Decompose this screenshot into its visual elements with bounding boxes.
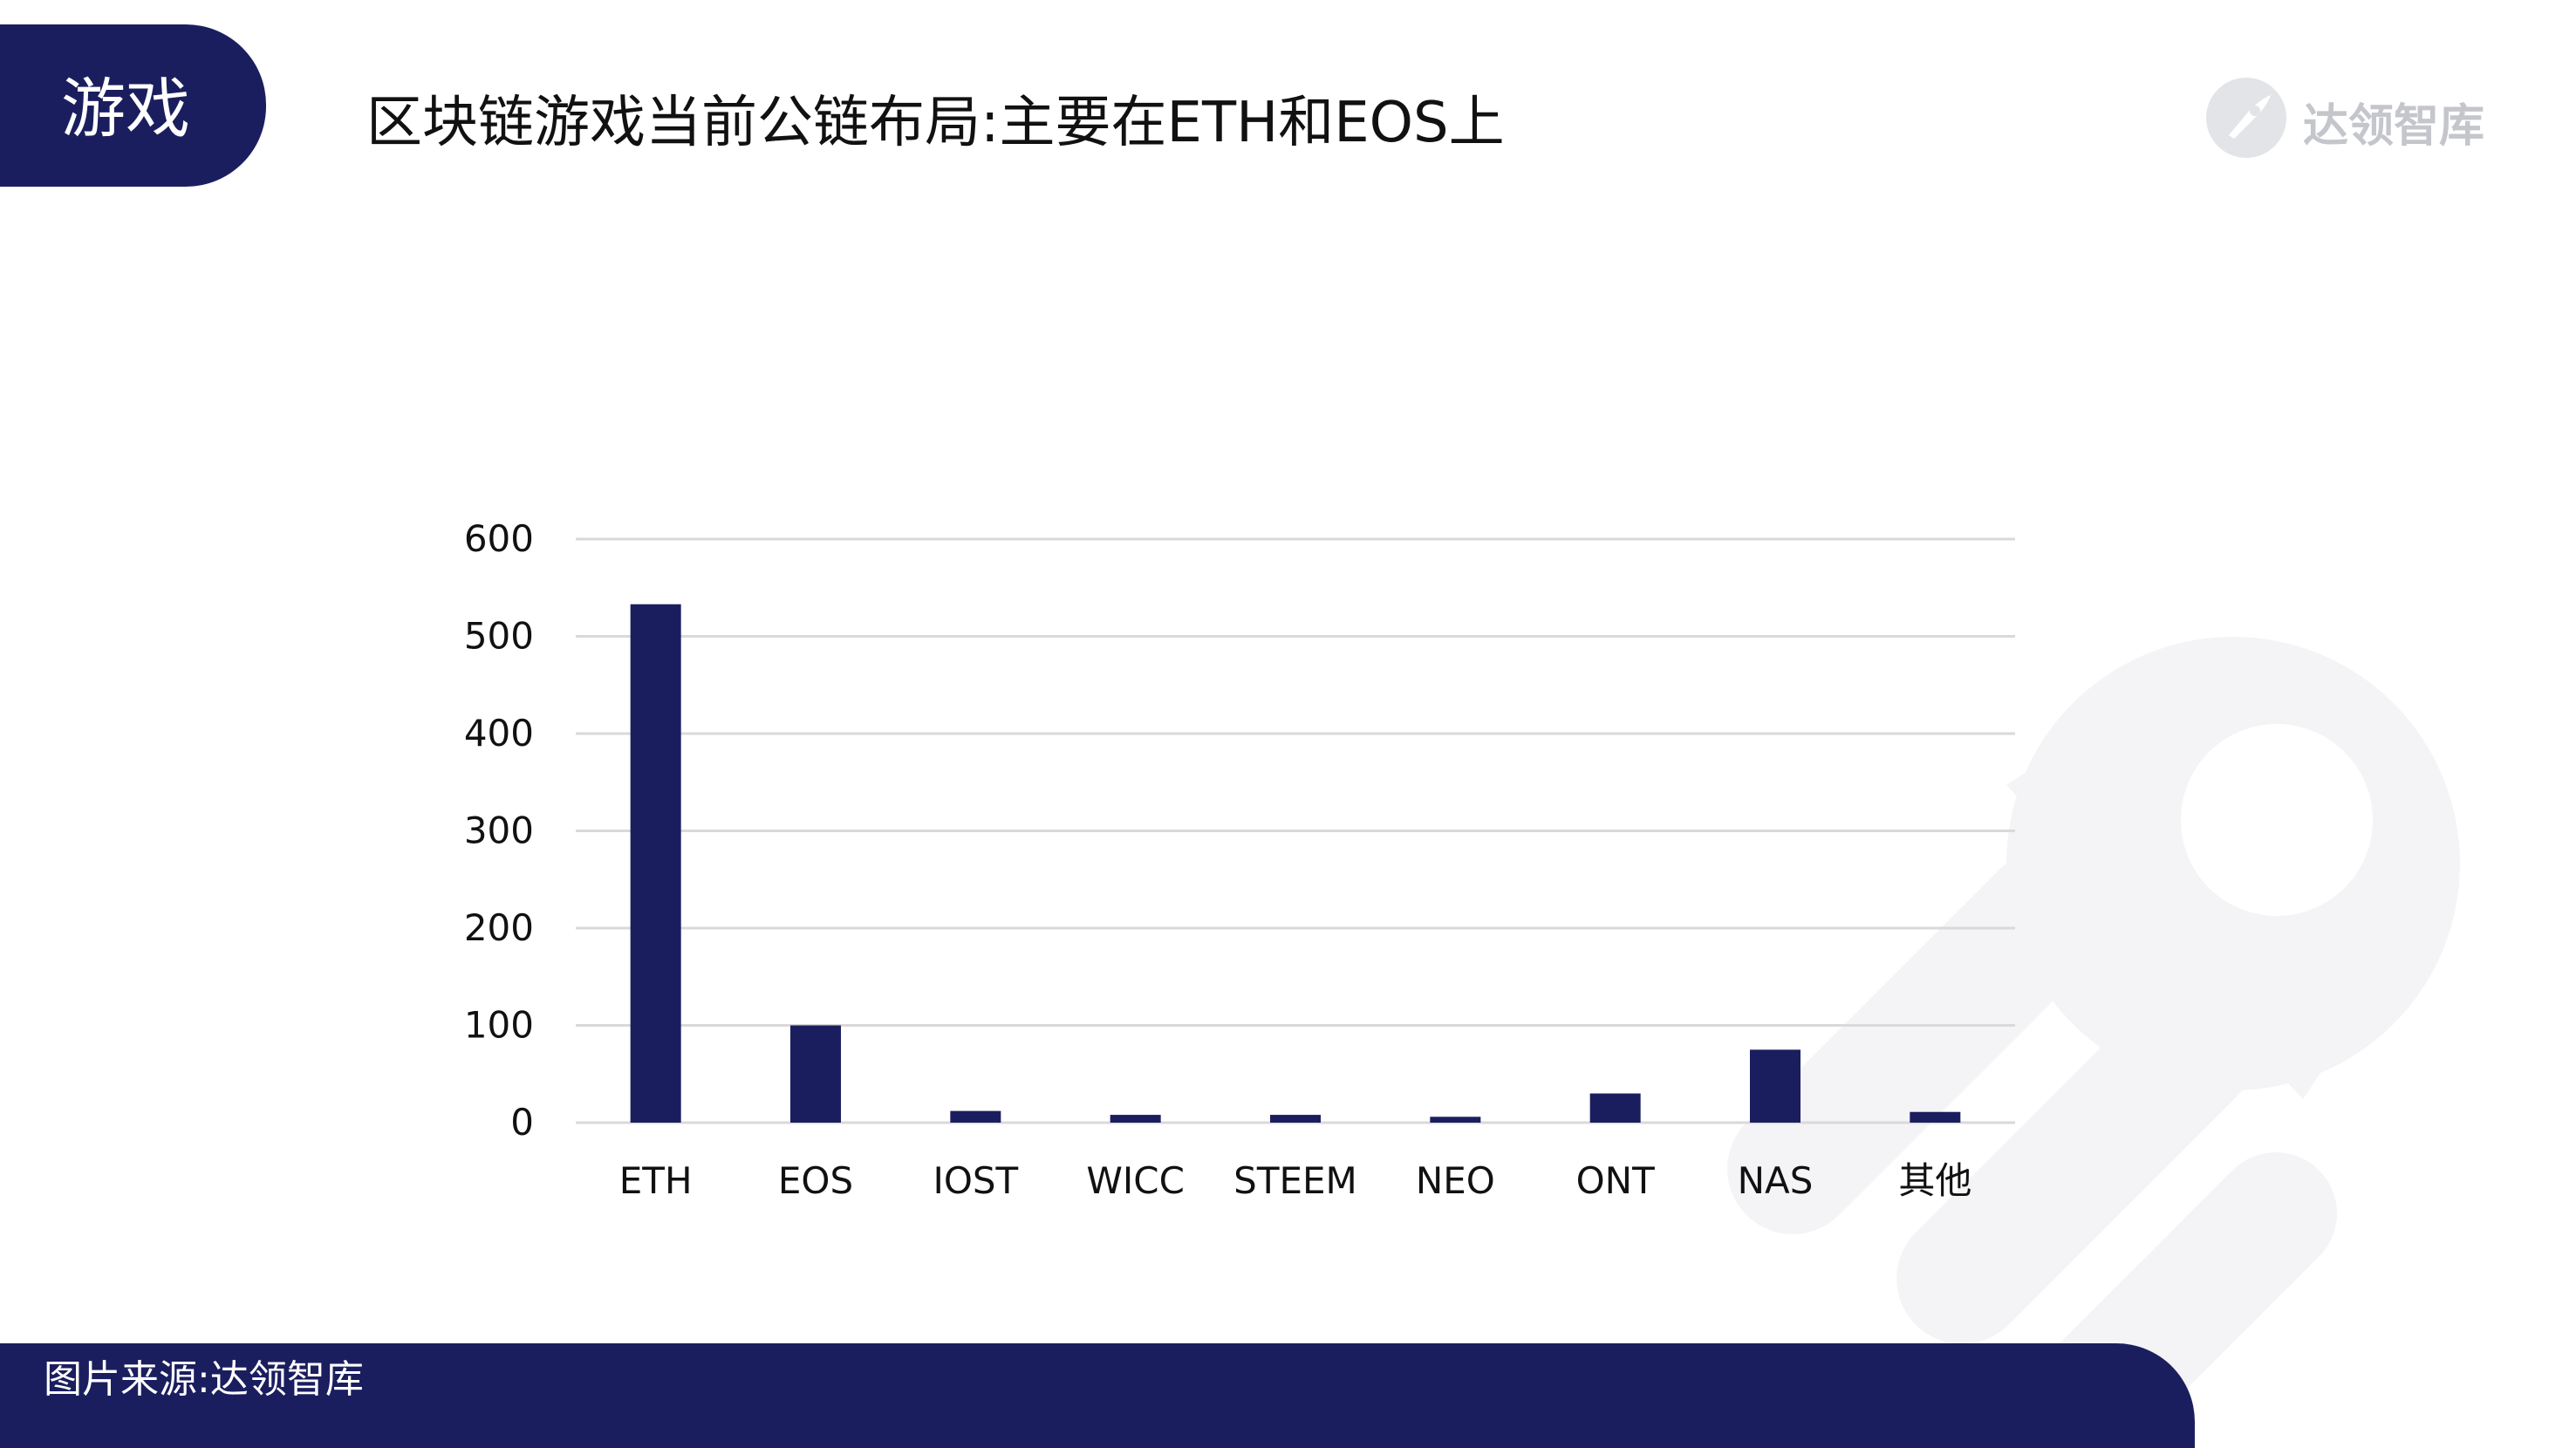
section-label: 游戏	[61, 72, 190, 147]
bar-其他	[1910, 1111, 1961, 1123]
bar-EOS	[790, 1025, 841, 1123]
footer-bar: 图片来源:达领智库	[0, 1343, 2195, 1448]
bar-NAS	[1750, 1049, 1800, 1123]
bar-chart: 0 100 200 300 400 500 600 ETH EOS IOST WICC STEEM N…	[464, 517, 2015, 1202]
page-title: 区块链游戏当前公链布局:主要在ETH和EOS上	[366, 91, 1505, 155]
y-axis-ticks: 0 100 200 300 400 500 600	[464, 517, 534, 1144]
bar-NEO	[1430, 1117, 1481, 1123]
chart-bars	[630, 604, 1961, 1123]
bar-WICC	[1110, 1115, 1161, 1123]
x-tick-label: NEO	[1416, 1159, 1495, 1202]
x-tick-label: 其他	[1898, 1159, 1971, 1202]
bar-STEEM	[1270, 1115, 1321, 1123]
brand-logo: 达领智库	[2203, 70, 2484, 166]
x-axis-ticks: ETH EOS IOST WICC STEEM NEO ONT NAS 其他	[619, 1159, 1972, 1202]
bar-ONT	[1589, 1093, 1641, 1123]
brand-name: 达领智库	[2303, 100, 2485, 153]
y-tick-label: 200	[464, 906, 534, 949]
bar-IOST	[950, 1110, 1001, 1123]
rocket-icon	[2206, 78, 2286, 158]
rocket-watermark-icon	[1727, 637, 2460, 1390]
x-tick-label: IOST	[933, 1159, 1018, 1202]
y-tick-label: 300	[464, 809, 534, 852]
x-tick-label: ONT	[1576, 1159, 1655, 1202]
x-tick-label: NAS	[1738, 1159, 1814, 1202]
y-tick-label: 100	[464, 1004, 534, 1047]
footer-source: 图片来源:达领智库	[44, 1357, 364, 1402]
bar-ETH	[630, 604, 681, 1123]
x-tick-label: ETH	[619, 1159, 693, 1202]
y-tick-label: 0	[510, 1101, 534, 1144]
x-tick-label: WICC	[1086, 1159, 1185, 1202]
x-tick-label: STEEM	[1233, 1159, 1357, 1202]
y-tick-label: 400	[464, 712, 534, 755]
x-tick-label: EOS	[778, 1159, 853, 1202]
section-tab	[0, 24, 266, 187]
y-tick-label: 600	[464, 517, 534, 560]
y-tick-label: 500	[464, 615, 534, 658]
